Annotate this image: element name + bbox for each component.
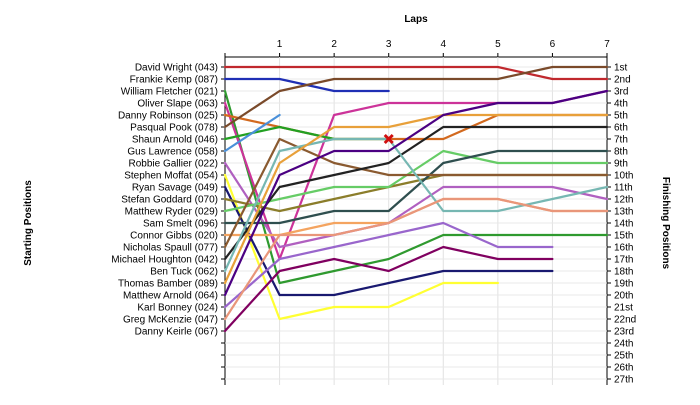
labels: Laps Starting Positions Finishing Positi… [23,14,671,386]
driver-label: Matthew Arnold (064) [123,291,218,302]
finishing-position-label: 10th [614,171,633,182]
finishing-position-label: 16th [614,243,633,254]
driver-label: Shaun Arnold (046) [132,135,218,146]
x-tick-label: 6 [550,39,556,50]
series-line [223,125,609,261]
driver-label: Matthew Ryder (029) [125,207,218,218]
finishing-position-label: 3rd [614,87,628,98]
finishing-position-label: 1st [614,63,628,74]
series-line [223,149,609,213]
driver-label: Oliver Slape (063) [137,99,218,110]
series-lines [223,65,609,333]
series-line [223,197,609,321]
driver-label: Michael Houghton (042) [111,255,218,266]
driver-label: Gus Lawrence (058) [127,147,218,158]
series-line [223,173,499,321]
left-axis-title: Starting Positions [23,180,34,266]
finishing-position-label: 21st [614,303,633,314]
series-line [223,65,609,129]
driver-label: Robbie Gallier (022) [129,159,219,170]
series-line [223,65,609,81]
finishing-position-label: 7th [614,135,628,146]
driver-label: Frankie Kemp (087) [130,75,218,86]
driver-label: Danny Robinson (025) [118,111,218,122]
series-line [223,149,609,225]
series-line [223,161,609,249]
driver-label: Greg McKenzie (047) [123,315,218,326]
driver-label: Danny Keirle (067) [135,327,218,338]
series-line [223,89,609,285]
finishing-position-label: 18th [614,267,633,278]
series-line [223,245,554,333]
finishing-position-label: 22nd [614,315,636,326]
x-tick-label: 5 [495,39,501,50]
finishing-position-label: 14th [614,219,633,230]
driver-label: Sam Smelt (096) [143,219,218,230]
driver-label: Thomas Bamber (089) [118,279,218,290]
driver-label: Ryan Savage (049) [132,183,218,194]
series-line [223,221,554,309]
series-line [223,113,281,153]
finishing-position-label: 13th [614,207,633,218]
finishing-position-label: 4th [614,99,628,110]
finishing-position-label: 27th [614,375,633,386]
driver-label: Stefan Goddard (070) [121,195,218,206]
driver-label: Pasqual Pook (078) [130,123,218,134]
driver-label: Ben Tuck (062) [150,267,218,278]
finishing-position-label: 25th [614,351,633,362]
retirement-marker [383,133,394,145]
finishing-position-label: 9th [614,159,628,170]
finishing-position-label: 26th [614,363,633,374]
finishing-position-label: 15th [614,231,633,242]
driver-label: William Fletcher (021) [121,87,218,98]
driver-label: Connor Gibbs (020) [130,231,218,242]
series-line [223,185,554,297]
finishing-position-label: 20th [614,291,633,302]
retirement-marker-stroke [383,133,394,145]
finishing-position-label: 19th [614,279,633,290]
series-line [223,137,609,273]
driver-label: David Wright (043) [135,63,218,74]
series-line [223,113,609,285]
retirement-markers [383,133,394,145]
finishing-position-label: 12th [614,195,633,206]
series-line [223,125,390,141]
driver-label: Stephen Moffat (054) [124,171,218,182]
x-tick-label: 4 [441,39,447,50]
series-line [223,89,609,297]
series-line [223,137,609,249]
finishing-position-label: 2nd [614,75,631,86]
finishing-position-label: 6th [614,123,628,134]
x-tick-label: 2 [331,39,337,50]
finishing-position-label: 17th [614,255,633,266]
x-tick-label: 3 [386,39,392,50]
x-axis-title: Laps [404,14,428,25]
driver-label: Nicholas Spaull (077) [123,243,218,254]
finishing-position-label: 5th [614,111,628,122]
finishing-position-label: 23rd [614,327,634,338]
right-axis-title: Finishing Positions [660,177,671,270]
driver-label: Karl Bonney (024) [137,303,218,314]
x-tick-label: 1 [277,39,283,50]
finishing-position-label: 11th [614,183,633,194]
finishing-position-label: 8th [614,147,628,158]
finishing-position-label: 24th [614,339,633,350]
x-tick-label: 7 [604,39,610,50]
